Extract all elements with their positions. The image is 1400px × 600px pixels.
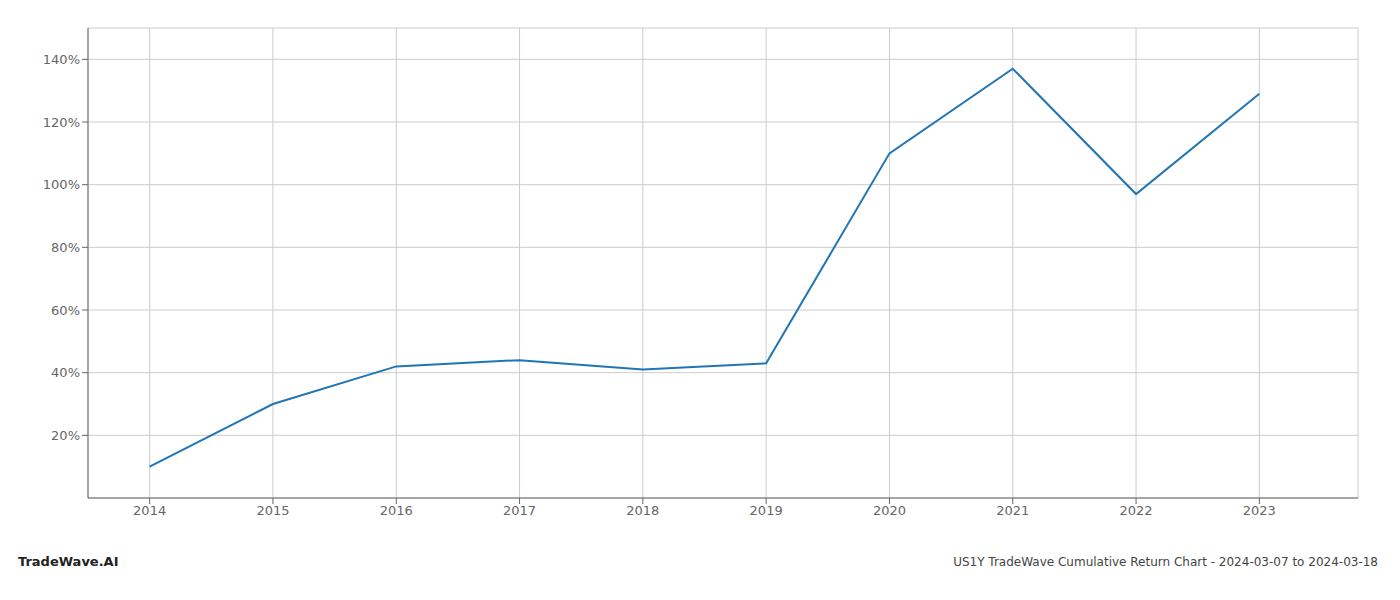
svg-text:60%: 60% (51, 303, 80, 318)
svg-text:2023: 2023 (1243, 503, 1276, 518)
svg-text:2022: 2022 (1120, 503, 1153, 518)
html-text:TradeWave.AI: TradeWave.AI (18, 554, 119, 569)
svg-text:2017: 2017 (503, 503, 536, 518)
svg-text:2015: 2015 (256, 503, 289, 518)
svg-text:2020: 2020 (873, 503, 906, 518)
html-text:US1Y TradeWave Cumulative Retu: US1Y TradeWave Cumulative Return Chart -… (953, 555, 1378, 569)
svg-text:2016: 2016 (380, 503, 413, 518)
svg-text:2018: 2018 (626, 503, 659, 518)
svg-text:2021: 2021 (996, 503, 1029, 518)
svg-text:40%: 40% (51, 365, 80, 380)
svg-text:100%: 100% (43, 177, 80, 192)
svg-text:20%: 20% (51, 428, 80, 443)
svg-text:80%: 80% (51, 240, 80, 255)
svg-text:2014: 2014 (133, 503, 166, 518)
svg-text:120%: 120% (43, 115, 80, 130)
svg-text:140%: 140% (43, 52, 80, 67)
svg-text:2019: 2019 (750, 503, 783, 518)
